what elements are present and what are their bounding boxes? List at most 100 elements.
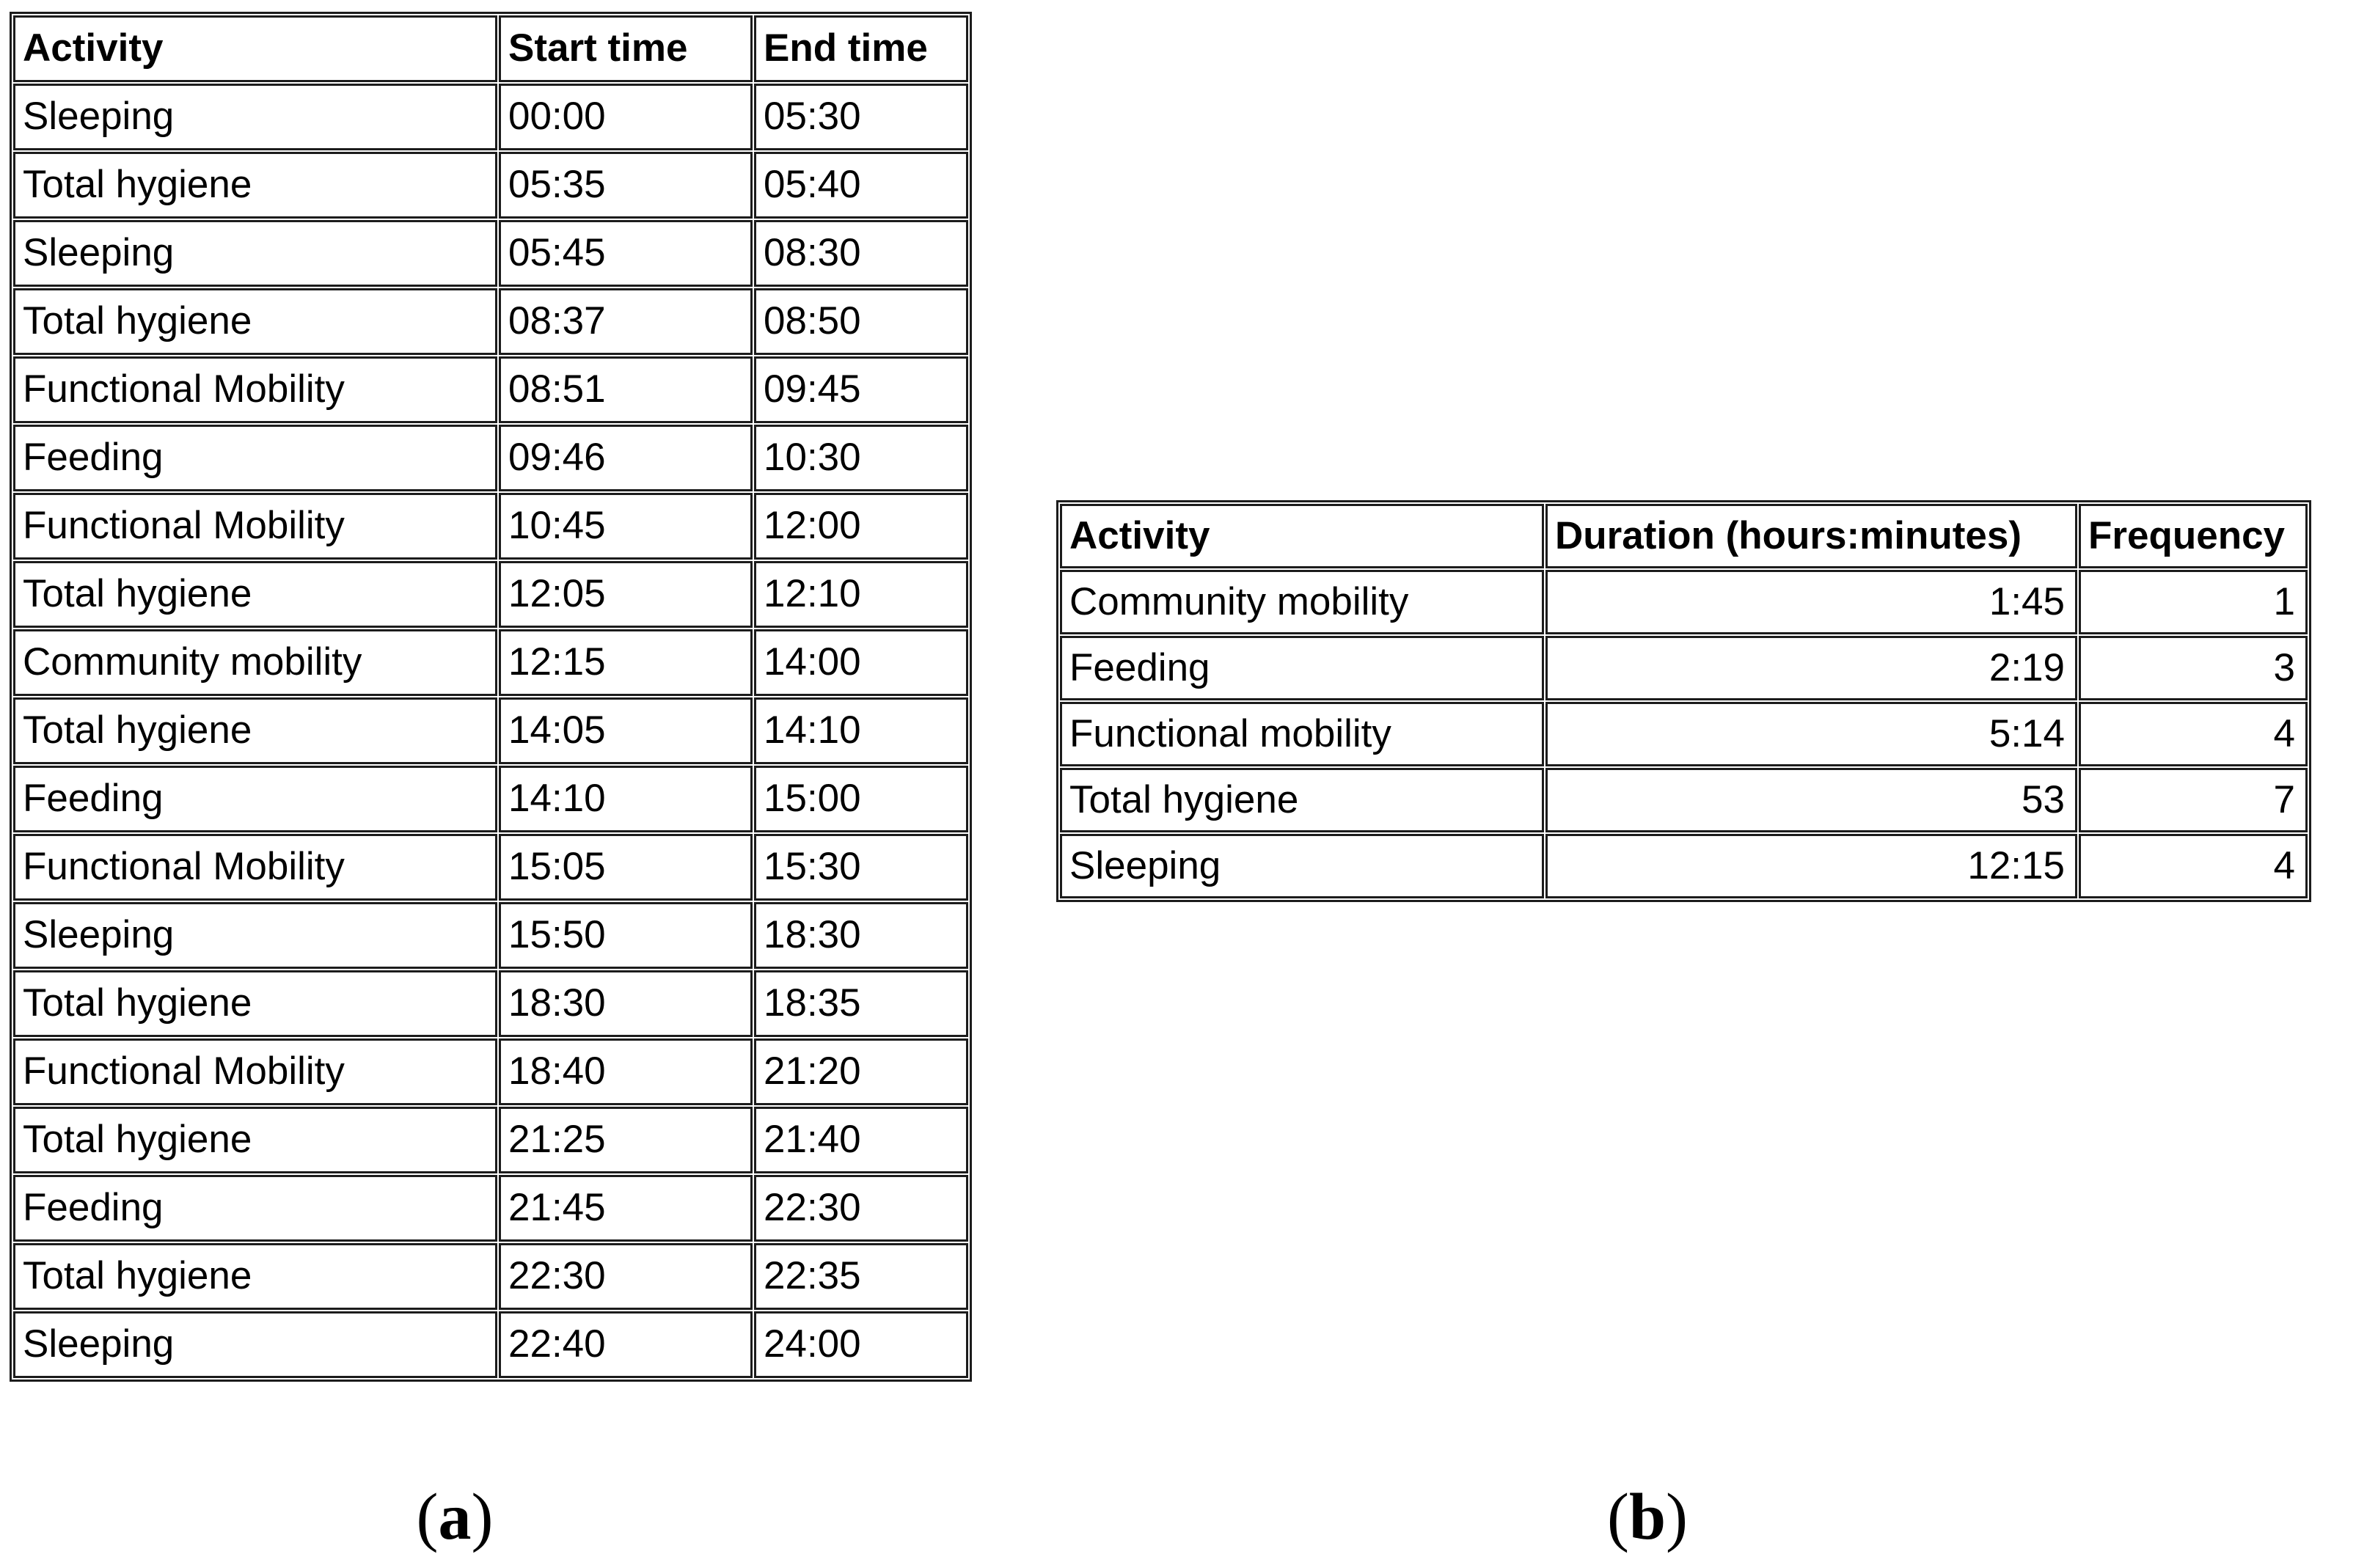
cell-activity: Sleeping <box>13 220 497 287</box>
cell-duration: 2:19 <box>1545 636 2077 700</box>
cell-activity: Community mobility <box>1060 570 1544 634</box>
cell-activity: Total hygiene <box>13 1107 497 1173</box>
table-row: Functional Mobility 18:40 21:20 <box>13 1038 968 1105</box>
cell-end-time: 22:35 <box>754 1243 968 1310</box>
cell-end-time: 12:00 <box>754 493 968 560</box>
subfigure-caption-b: (b) <box>1607 1484 1688 1550</box>
cell-start-time: 10:45 <box>499 493 753 560</box>
cell-activity: Sleeping <box>13 84 497 150</box>
cell-start-time: 21:25 <box>499 1107 753 1173</box>
cell-end-time: 08:50 <box>754 288 968 355</box>
cell-end-time: 21:20 <box>754 1038 968 1105</box>
table-row: Feeding 2:19 3 <box>1060 636 2308 700</box>
cell-activity: Functional Mobility <box>13 834 497 901</box>
cell-frequency: 1 <box>2079 570 2308 634</box>
table-row: Feeding 21:45 22:30 <box>13 1175 968 1242</box>
cell-duration: 1:45 <box>1545 570 2077 634</box>
table-row: Feeding 14:10 15:00 <box>13 766 968 832</box>
cell-activity: Functional Mobility <box>13 1038 497 1105</box>
header-activity: Activity <box>13 15 497 82</box>
cell-activity: Sleeping <box>13 1311 497 1378</box>
table-row: Functional Mobility 08:51 09:45 <box>13 356 968 423</box>
table-row: Functional mobility 5:14 4 <box>1060 702 2308 766</box>
cell-start-time: 12:15 <box>499 629 753 696</box>
cell-activity: Functional Mobility <box>13 493 497 560</box>
cell-end-time: 12:10 <box>754 561 968 628</box>
caption-paren-close: ) <box>1666 1481 1689 1553</box>
cell-activity: Total hygiene <box>13 697 497 764</box>
cell-end-time: 14:10 <box>754 697 968 764</box>
table-row: Feeding 09:46 10:30 <box>13 425 968 491</box>
table-row: Total hygiene 14:05 14:10 <box>13 697 968 764</box>
cell-frequency: 4 <box>2079 834 2308 898</box>
cell-activity: Total hygiene <box>13 561 497 628</box>
table-row: Total hygiene 18:30 18:35 <box>13 970 968 1037</box>
cell-end-time: 09:45 <box>754 356 968 423</box>
cell-start-time: 21:45 <box>499 1175 753 1242</box>
cell-start-time: 00:00 <box>499 84 753 150</box>
cell-frequency: 7 <box>2079 768 2308 832</box>
caption-paren-close: ) <box>471 1481 494 1553</box>
header-duration: Duration (hours:minutes) <box>1545 504 2077 568</box>
cell-frequency: 3 <box>2079 636 2308 700</box>
cell-duration: 12:15 <box>1545 834 2077 898</box>
cell-activity: Total hygiene <box>13 152 497 219</box>
cell-activity: Functional Mobility <box>13 356 497 423</box>
cell-end-time: 14:00 <box>754 629 968 696</box>
cell-frequency: 4 <box>2079 702 2308 766</box>
table-row: Total hygiene 12:05 12:10 <box>13 561 968 628</box>
table-row: Sleeping 12:15 4 <box>1060 834 2308 898</box>
subfigure-caption-a: (a) <box>417 1484 494 1550</box>
cell-activity: Total hygiene <box>1060 768 1544 832</box>
table-row: Total hygiene 53 7 <box>1060 768 2308 832</box>
cell-end-time: 18:30 <box>754 902 968 969</box>
cell-activity: Sleeping <box>1060 834 1544 898</box>
table-row: Functional Mobility 15:05 15:30 <box>13 834 968 901</box>
cell-duration: 53 <box>1545 768 2077 832</box>
table-row: Community mobility 12:15 14:00 <box>13 629 968 696</box>
cell-end-time: 05:30 <box>754 84 968 150</box>
cell-start-time: 05:35 <box>499 152 753 219</box>
cell-start-time: 09:46 <box>499 425 753 491</box>
activity-summary-table: Activity Duration (hours:minutes) Freque… <box>1056 500 2311 902</box>
activity-log-table: Activity Start time End time Sleeping 00… <box>10 12 972 1382</box>
cell-activity: Feeding <box>13 766 497 832</box>
cell-end-time: 22:30 <box>754 1175 968 1242</box>
table-header-row: Activity Start time End time <box>13 15 968 82</box>
cell-activity: Total hygiene <box>13 1243 497 1310</box>
cell-end-time: 18:35 <box>754 970 968 1037</box>
table-row: Functional Mobility 10:45 12:00 <box>13 493 968 560</box>
header-start-time: Start time <box>499 15 753 82</box>
cell-activity: Sleeping <box>13 902 497 969</box>
table-row: Total hygiene 21:25 21:40 <box>13 1107 968 1173</box>
caption-letter: a <box>438 1481 472 1553</box>
cell-activity: Total hygiene <box>13 288 497 355</box>
cell-start-time: 05:45 <box>499 220 753 287</box>
header-frequency: Frequency <box>2079 504 2308 568</box>
table-row: Sleeping 15:50 18:30 <box>13 902 968 969</box>
table-row: Total hygiene 05:35 05:40 <box>13 152 968 219</box>
cell-start-time: 08:51 <box>499 356 753 423</box>
cell-start-time: 18:30 <box>499 970 753 1037</box>
table-row: Total hygiene 08:37 08:50 <box>13 288 968 355</box>
table-row: Sleeping 00:00 05:30 <box>13 84 968 150</box>
cell-duration: 5:14 <box>1545 702 2077 766</box>
cell-activity: Feeding <box>1060 636 1544 700</box>
cell-start-time: 22:40 <box>499 1311 753 1378</box>
cell-end-time: 15:30 <box>754 834 968 901</box>
cell-activity: Total hygiene <box>13 970 497 1037</box>
cell-activity: Functional mobility <box>1060 702 1544 766</box>
cell-end-time: 24:00 <box>754 1311 968 1378</box>
table-row: Total hygiene 22:30 22:35 <box>13 1243 968 1310</box>
cell-activity: Feeding <box>13 1175 497 1242</box>
cell-start-time: 18:40 <box>499 1038 753 1105</box>
cell-end-time: 10:30 <box>754 425 968 491</box>
cell-activity: Feeding <box>13 425 497 491</box>
cell-end-time: 21:40 <box>754 1107 968 1173</box>
header-end-time: End time <box>754 15 968 82</box>
cell-activity: Community mobility <box>13 629 497 696</box>
cell-start-time: 08:37 <box>499 288 753 355</box>
cell-start-time: 15:05 <box>499 834 753 901</box>
cell-end-time: 08:30 <box>754 220 968 287</box>
